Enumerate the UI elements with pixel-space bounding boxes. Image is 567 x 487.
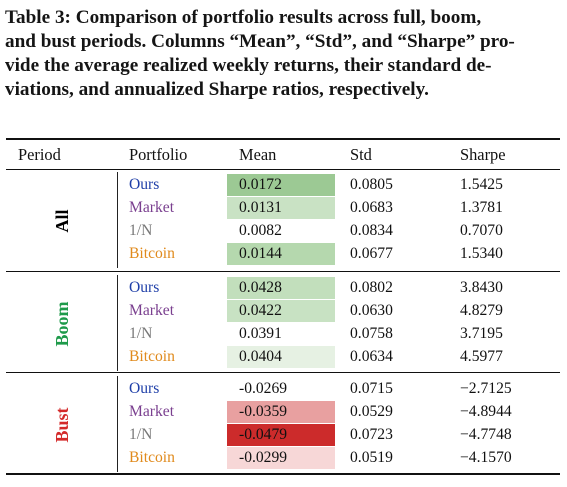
period-label: Bust [52, 407, 72, 443]
sharpe-value: 4.5977 [460, 348, 503, 365]
mean-value: 0.0082 [239, 222, 282, 239]
column-divider [117, 376, 118, 472]
mean-value: -0.0479 [239, 426, 288, 443]
mean-heat-cell [227, 277, 335, 299]
period-label: Boom [52, 301, 72, 347]
mean-heat-cell [227, 346, 335, 368]
mean-heat-cell [227, 300, 335, 322]
std-value: 0.0634 [350, 348, 393, 365]
caption-line: and bust periods. Columns “Mean”, “Std”,… [5, 31, 515, 52]
mean-value: -0.0299 [239, 449, 288, 466]
mean-value: 0.0404 [239, 348, 282, 365]
header-portfolio: Portfolio [129, 145, 188, 164]
sharpe-value: 1.3781 [460, 199, 503, 216]
portfolio-name: Ours [129, 279, 160, 296]
period-label: All [52, 209, 72, 233]
std-value: 0.0715 [350, 380, 393, 397]
std-value: 0.0677 [350, 245, 393, 262]
mean-heat-cell [227, 197, 335, 219]
portfolio-name: 1/N [129, 426, 153, 443]
caption-line: Table 3: Comparison of portfolio results… [5, 7, 482, 28]
portfolio-name: Market [129, 302, 175, 319]
sharpe-value: −4.7748 [460, 426, 512, 443]
std-value: 0.0683 [350, 199, 393, 216]
mean-value: 0.0144 [239, 245, 282, 262]
portfolio-name: Bitcoin [129, 348, 175, 365]
column-divider [117, 172, 118, 268]
portfolio-name: Market [129, 403, 175, 420]
portfolio-name: 1/N [129, 325, 153, 342]
mean-heat-cell [227, 424, 335, 446]
mean-heat-cell [227, 174, 335, 196]
sharpe-value: 0.7070 [460, 222, 503, 239]
top-rule [6, 138, 560, 140]
mean-value: 0.0428 [239, 279, 282, 296]
portfolio-name: Ours [129, 380, 160, 397]
sharpe-value: −2.7125 [460, 380, 512, 397]
sharpe-value: 1.5425 [460, 176, 503, 193]
sharpe-value: 3.8430 [460, 279, 503, 296]
portfolio-name: Market [129, 199, 175, 216]
portfolio-name: Ours [129, 176, 160, 193]
mean-heat-cell [227, 401, 335, 423]
sharpe-value: 4.8279 [460, 302, 503, 319]
portfolio-name: Bitcoin [129, 245, 175, 262]
bottom-rule [6, 473, 560, 475]
mean-heat-cell [227, 447, 335, 469]
table-caption: Table 3: Comparison of portfolio results… [5, 6, 560, 102]
std-value: 0.0758 [350, 325, 393, 342]
sharpe-value: 1.5340 [460, 245, 503, 262]
header-sharpe: Sharpe [460, 145, 506, 164]
std-value: 0.0802 [350, 279, 393, 296]
std-value: 0.0723 [350, 426, 393, 443]
mean-value: 0.0422 [239, 302, 282, 319]
group-rule [6, 271, 560, 272]
mean-value: 0.0391 [239, 325, 282, 342]
mean-value: -0.0359 [239, 403, 288, 420]
std-value: 0.0630 [350, 302, 393, 319]
caption-line: vide the average realized weekly returns… [5, 55, 492, 76]
mean-value: 0.0131 [239, 199, 282, 216]
sharpe-value: −4.8944 [460, 403, 512, 420]
mean-value: -0.0269 [239, 380, 288, 397]
portfolio-name: Bitcoin [129, 449, 175, 466]
caption-line: viations, and annualized Sharpe ratios, … [5, 79, 429, 100]
header-rule [6, 169, 560, 170]
std-value: 0.0805 [350, 176, 393, 193]
mean-heat-cell [227, 243, 335, 265]
std-value: 0.0519 [350, 449, 393, 466]
portfolio-name: 1/N [129, 222, 153, 239]
std-value: 0.0834 [350, 222, 393, 239]
mean-value: 0.0172 [239, 176, 282, 193]
header-mean: Mean [239, 145, 277, 164]
sharpe-value: −4.1570 [460, 449, 512, 466]
std-value: 0.0529 [350, 403, 393, 420]
header-period: Period [18, 145, 61, 164]
column-divider [117, 275, 118, 371]
sharpe-value: 3.7195 [460, 325, 503, 342]
group-rule [6, 372, 560, 373]
header-std: Std [350, 145, 372, 164]
